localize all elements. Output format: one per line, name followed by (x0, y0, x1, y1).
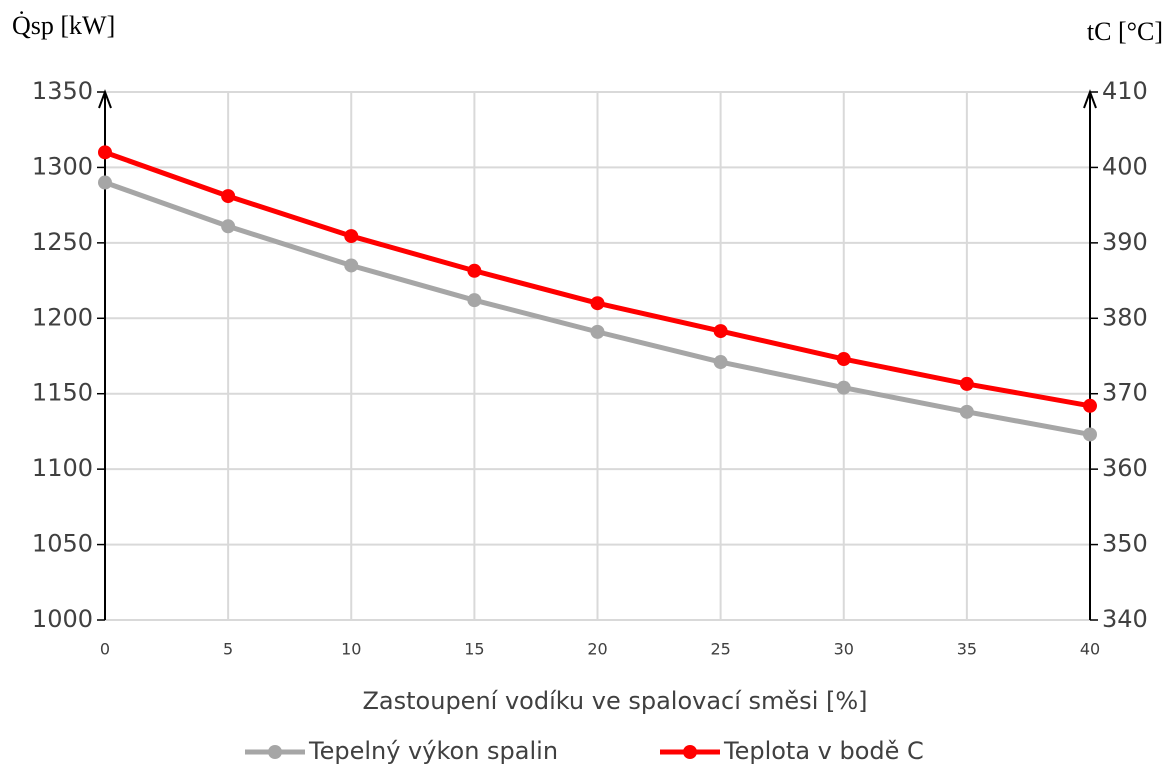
axis-arrow (98, 89, 112, 109)
y-tick-label: 1050 (32, 530, 93, 558)
x-tick-label: 35 (957, 640, 977, 659)
y-tick-label: 1300 (32, 152, 93, 180)
y2-tick-label: 340 (1102, 605, 1148, 633)
data-point (221, 219, 236, 234)
y2-tick-label: 350 (1102, 530, 1148, 558)
y2-tick-label: 400 (1102, 152, 1148, 180)
data-point (713, 324, 728, 339)
x-tick-label: 5 (223, 640, 233, 659)
y-tick-label: 1200 (32, 303, 93, 331)
data-point (344, 258, 359, 273)
x-tick-label: 30 (834, 640, 854, 659)
x-tick-label: 20 (587, 640, 607, 659)
data-point (1083, 398, 1097, 413)
x-tick-label: 0 (100, 640, 110, 659)
y2-tick-label: 410 (1102, 77, 1148, 105)
x-tick-label: 25 (710, 640, 730, 659)
data-point (590, 324, 605, 339)
axis-arrow (1083, 89, 1097, 109)
data-point (98, 175, 112, 190)
data-point (836, 380, 851, 395)
y-axis-label: Q̇sp [kW] (12, 11, 115, 40)
y2-axis-label: tC [°C] (1087, 17, 1163, 46)
y2-tick-label: 390 (1102, 228, 1148, 256)
x-tick-label: 15 (464, 640, 484, 659)
data-point (98, 145, 112, 160)
data-point (467, 263, 482, 278)
data-point (467, 293, 482, 308)
y-tick-label: 1350 (32, 77, 93, 105)
legend-label: Teplota v bodě C (723, 737, 924, 765)
y2-tick-label: 370 (1102, 379, 1148, 407)
y-tick-label: 1150 (32, 379, 93, 407)
y2-tick-label: 380 (1102, 303, 1148, 331)
y-tick-label: 1100 (32, 454, 93, 482)
legend-label: Tepelný výkon spalin (308, 737, 558, 765)
data-point (959, 404, 974, 419)
x-axis-label: Zastoupení vodíku ve spalovací směsi [%] (362, 687, 867, 715)
y-tick-label: 1000 (32, 605, 93, 633)
data-point (713, 355, 728, 370)
data-point (221, 189, 236, 204)
data-point (959, 376, 974, 391)
x-tick-label: 40 (1080, 640, 1100, 659)
y2-tick-label: 360 (1102, 454, 1148, 482)
data-point (590, 296, 605, 311)
x-tick-label: 10 (341, 640, 361, 659)
data-point (1083, 427, 1097, 442)
data-point (344, 229, 359, 244)
legend-marker (268, 745, 282, 759)
y-tick-label: 1250 (32, 228, 93, 256)
data-point (836, 352, 851, 367)
legend-marker (683, 745, 697, 759)
